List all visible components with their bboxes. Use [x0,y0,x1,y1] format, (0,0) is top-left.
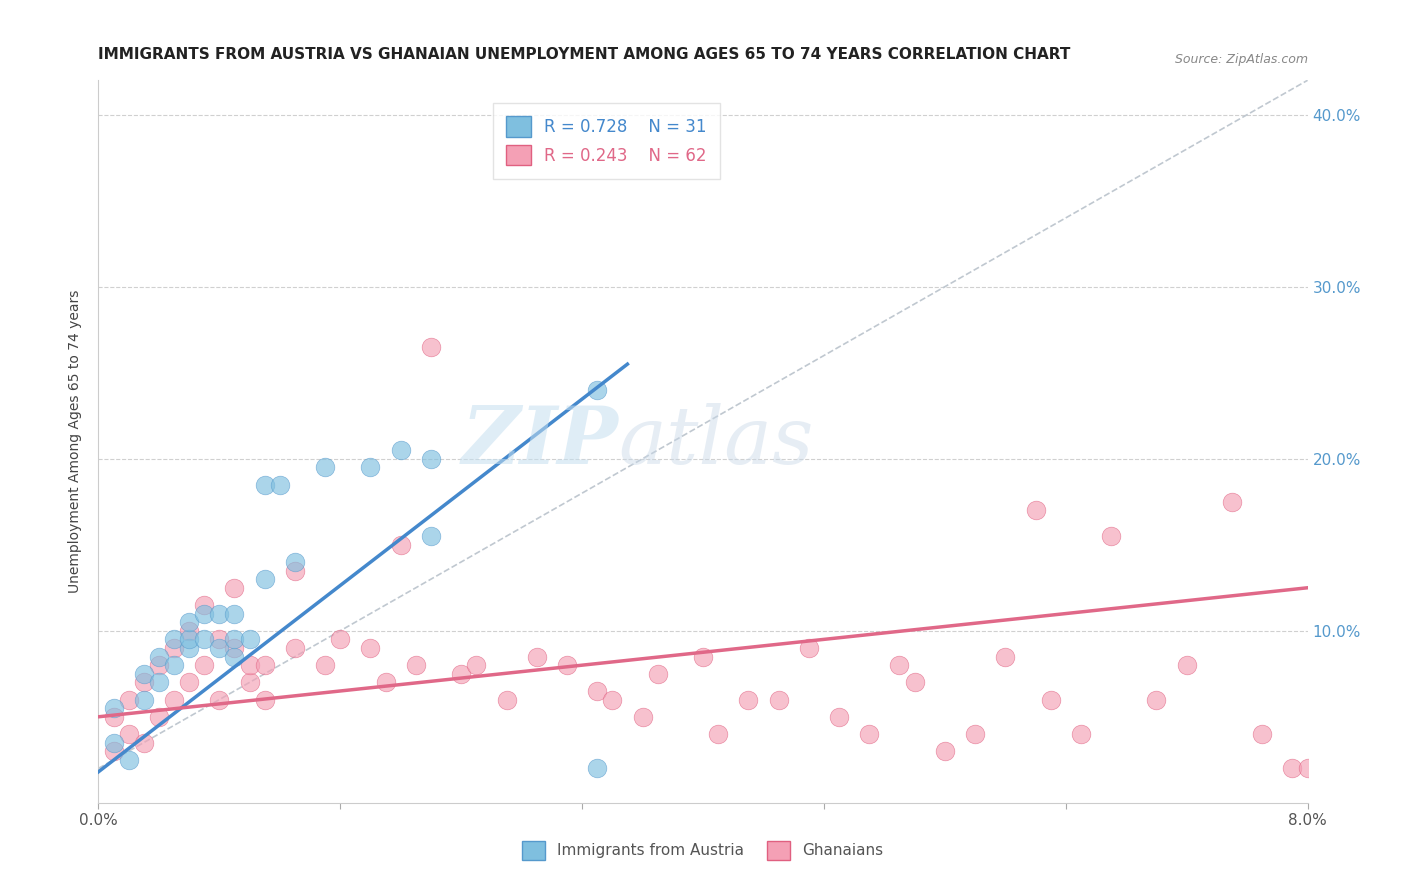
Point [707,727,730,741]
Point [1281,761,1303,775]
Point [284,564,307,578]
Point [224,640,246,655]
Point [965,727,987,741]
Point [253,477,276,491]
Point [148,658,170,673]
Point [994,649,1017,664]
Point [224,632,246,647]
Point [1251,727,1274,741]
Point [602,692,624,706]
Point [374,675,396,690]
Point [148,675,170,690]
Legend: Immigrants from Austria, Ghanaians: Immigrants from Austria, Ghanaians [515,833,891,867]
Point [163,692,186,706]
Point [889,658,911,673]
Point [118,692,141,706]
Point [179,624,201,638]
Point [179,632,201,647]
Point [465,658,488,673]
Point [193,607,215,621]
Point [148,710,170,724]
Point [284,555,307,569]
Point [647,666,669,681]
Point [420,451,443,466]
Point [179,615,201,630]
Point [224,581,246,595]
Point [132,692,155,706]
Point [118,727,141,741]
Point [132,666,155,681]
Point [858,727,880,741]
Point [224,607,246,621]
Text: ZIP: ZIP [461,403,619,480]
Point [239,658,262,673]
Point [224,649,246,664]
Point [631,710,654,724]
Point [179,640,201,655]
Point [1099,529,1122,543]
Point [253,658,276,673]
Point [1025,503,1047,517]
Point [1146,692,1168,706]
Point [118,753,141,767]
Point [179,675,201,690]
Point [163,632,186,647]
Point [797,640,820,655]
Point [692,649,714,664]
Point [193,598,215,612]
Point [586,761,609,775]
Point [314,658,336,673]
Point [555,658,578,673]
Point [450,666,472,681]
Point [934,744,956,758]
Point [360,460,382,475]
Point [314,460,336,475]
Point [239,675,262,690]
Point [420,529,443,543]
Point [1175,658,1198,673]
Point [253,572,276,586]
Point [904,675,927,690]
Point [103,735,125,749]
Y-axis label: Unemployment Among Ages 65 to 74 years: Unemployment Among Ages 65 to 74 years [69,290,83,593]
Point [103,701,125,715]
Point [768,692,790,706]
Point [208,640,231,655]
Point [329,632,352,647]
Point [269,477,291,491]
Point [389,443,412,458]
Point [103,710,125,724]
Point [586,684,609,698]
Point [163,658,186,673]
Point [389,538,412,552]
Point [495,692,517,706]
Point [1070,727,1092,741]
Point [132,735,155,749]
Point [586,383,609,397]
Point [103,744,125,758]
Text: Source: ZipAtlas.com: Source: ZipAtlas.com [1174,53,1308,66]
Point [737,692,759,706]
Point [420,340,443,354]
Point [193,632,215,647]
Point [526,649,548,664]
Point [360,640,382,655]
Point [405,658,427,673]
Text: atlas: atlas [619,403,814,480]
Point [1220,494,1243,508]
Point [148,649,170,664]
Point [163,640,186,655]
Point [239,632,262,647]
Point [1039,692,1062,706]
Point [253,692,276,706]
Text: IMMIGRANTS FROM AUSTRIA VS GHANAIAN UNEMPLOYMENT AMONG AGES 65 TO 74 YEARS CORRE: IMMIGRANTS FROM AUSTRIA VS GHANAIAN UNEM… [98,47,1071,62]
Point [284,640,307,655]
Point [208,692,231,706]
Point [208,607,231,621]
Point [132,675,155,690]
Point [1296,761,1319,775]
Point [208,632,231,647]
Point [193,658,215,673]
Point [828,710,851,724]
